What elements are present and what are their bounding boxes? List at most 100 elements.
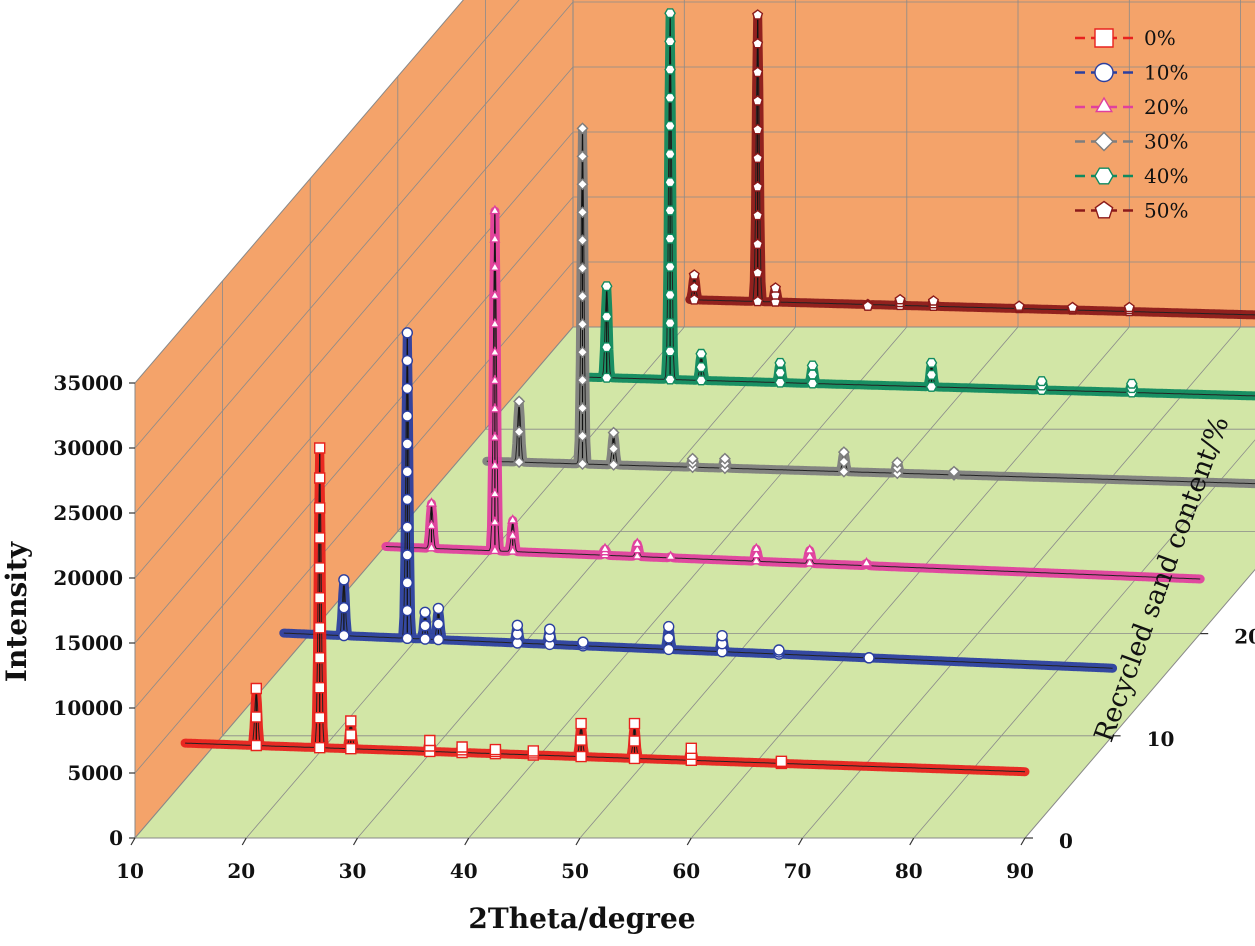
grid-line-x <box>357 0 796 839</box>
data-point <box>576 318 589 331</box>
y-axis-title: Intensity <box>0 541 33 682</box>
data-point <box>576 234 589 247</box>
data-point <box>314 652 326 664</box>
data-point <box>860 557 873 567</box>
data-point <box>401 521 413 533</box>
y-tick-label: 10000 <box>53 696 123 720</box>
x-tick <box>909 837 915 846</box>
data-point <box>401 438 413 450</box>
series-20pct <box>381 204 1205 584</box>
data-point <box>576 122 589 135</box>
data-point <box>432 602 445 615</box>
legend-marker <box>1094 62 1114 83</box>
data-point <box>425 541 438 552</box>
data-point <box>750 542 762 553</box>
data-point <box>419 633 431 645</box>
legend-item: 50% <box>1075 199 1188 223</box>
data-point <box>664 261 676 272</box>
data-point <box>688 281 700 293</box>
data-point <box>863 652 875 664</box>
data-point <box>419 606 431 618</box>
data-point <box>607 458 620 471</box>
data-point <box>664 318 676 329</box>
data-point <box>489 459 501 470</box>
y-tick-label: 25000 <box>53 501 123 525</box>
data-point <box>507 545 519 555</box>
data-point <box>663 632 675 644</box>
data-point <box>686 452 699 465</box>
data-point <box>575 734 587 746</box>
data-point <box>1066 301 1079 313</box>
data-point <box>425 497 438 507</box>
data-point <box>576 374 589 387</box>
data-point <box>576 402 589 415</box>
data-point <box>752 267 764 278</box>
grid-line-z <box>397 76 1255 532</box>
x-tick <box>464 837 470 846</box>
data-point <box>773 644 785 656</box>
data-point <box>664 64 676 75</box>
legend-label: 30% <box>1144 130 1188 154</box>
data-point <box>577 636 589 648</box>
z-tick-label: 10 <box>1147 727 1175 751</box>
data-point <box>338 602 350 614</box>
series-40pct <box>583 8 1255 401</box>
legend-item: 20% <box>1075 95 1188 119</box>
data-point <box>489 346 501 356</box>
x-tick-label: 90 <box>1006 859 1034 883</box>
data-point <box>664 233 676 244</box>
floor <box>133 326 1255 839</box>
legend: 0% 10% 20% 30% 40% 50% <box>1075 26 1188 223</box>
data-point <box>752 181 764 192</box>
data-point <box>752 9 764 20</box>
legend-label: 40% <box>1144 164 1188 188</box>
chart-axes: 10 20 30 40 50 60 70 80 90 0 5000 10000 15000 20000 25… <box>53 371 1255 883</box>
data-point <box>314 562 326 574</box>
data-point <box>750 554 762 565</box>
legend-item: 30% <box>1075 130 1188 154</box>
y-tick-label: 0 <box>109 826 123 850</box>
data-point <box>401 354 413 367</box>
data-point <box>927 295 940 306</box>
legend-label: 50% <box>1144 199 1188 223</box>
data-point <box>599 542 611 553</box>
data-point <box>804 556 816 567</box>
data-point <box>664 289 676 300</box>
data-point <box>576 178 589 191</box>
y-tick-label: 15000 <box>53 631 123 655</box>
data-point <box>424 734 436 747</box>
data-point <box>338 574 350 586</box>
data-point <box>695 362 708 373</box>
x-tick-label: 60 <box>672 859 700 883</box>
legend-marker <box>1094 131 1114 152</box>
y-tick-label: 5000 <box>67 761 123 785</box>
data-point <box>600 311 613 322</box>
data-point <box>862 300 874 311</box>
data-point <box>600 281 613 292</box>
data-point <box>806 369 819 380</box>
data-point <box>314 712 326 724</box>
data-point <box>489 544 501 555</box>
data-point <box>250 711 262 723</box>
x-tick-label: 50 <box>561 859 589 883</box>
data-point <box>314 622 326 634</box>
data-point <box>345 715 357 727</box>
data-point <box>628 735 641 747</box>
data-point <box>1013 300 1025 311</box>
data-point <box>607 442 620 455</box>
legend-item: 10% <box>1075 61 1188 85</box>
data-point <box>432 633 445 646</box>
x-tick <box>130 837 136 846</box>
x-tick-label: 10 <box>116 859 144 883</box>
data-point <box>576 290 589 303</box>
data-point <box>664 36 676 47</box>
data-point <box>750 548 762 559</box>
grid-line-x <box>468 0 908 839</box>
y-tick-label: 20000 <box>53 566 123 590</box>
x-tick-label: 80 <box>895 859 923 883</box>
grid-line-z <box>484 0 1255 430</box>
data-point <box>664 205 676 216</box>
grid-line-x <box>579 0 1019 839</box>
series-10pct <box>279 327 1118 673</box>
